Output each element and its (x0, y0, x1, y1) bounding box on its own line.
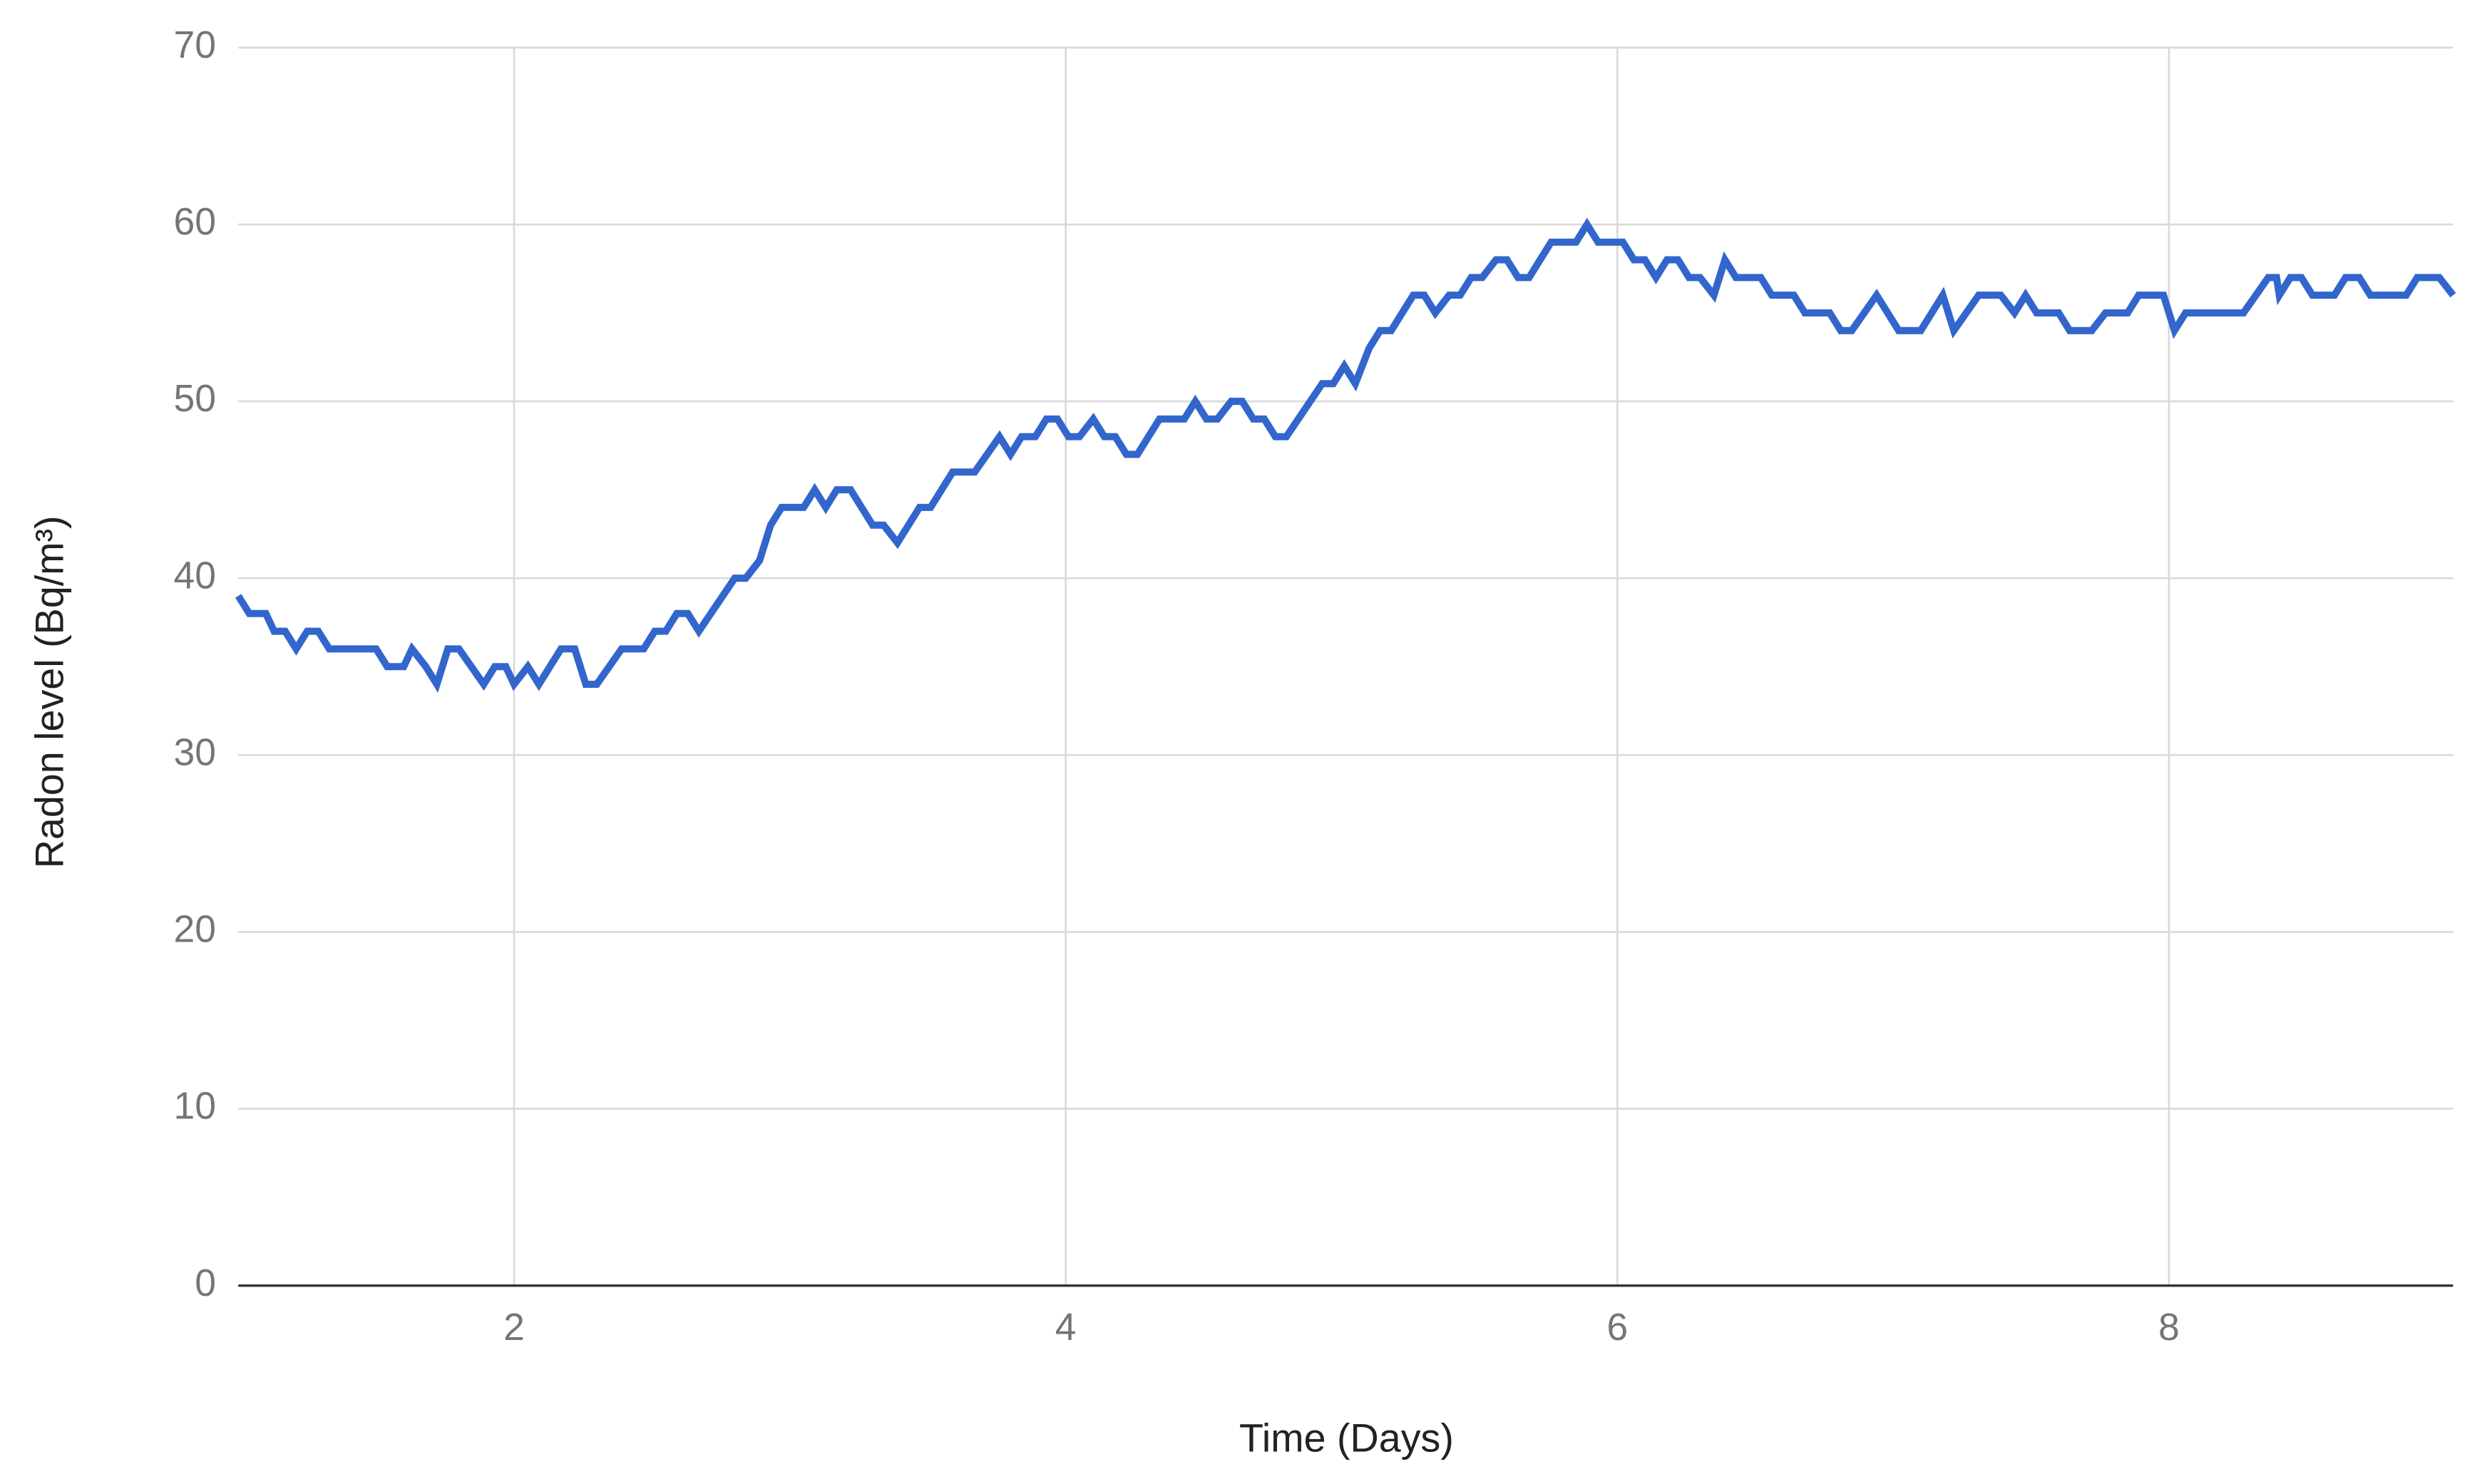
x-tick-label: 2 (503, 1307, 525, 1349)
x-axis-title: Time (Days) (1239, 1416, 1454, 1460)
data-line (235, 217, 2456, 693)
y-tick-label: 30 (174, 731, 216, 773)
x-tick-label: 4 (1055, 1307, 1077, 1349)
y-tick-label: 70 (174, 24, 216, 66)
y-axis-title: Radon level (Bq/m³) (27, 515, 71, 868)
x-tick-label: 6 (1606, 1307, 1628, 1349)
y-tick-label: 40 (174, 555, 216, 597)
y-tick-label: 10 (174, 1086, 216, 1128)
y-tick-label: 20 (174, 909, 216, 951)
y-tick-label: 60 (174, 201, 216, 243)
x-tick-label: 8 (2158, 1307, 2180, 1349)
y-tick-label: 50 (174, 378, 216, 420)
y-tick-label: 0 (195, 1262, 216, 1304)
